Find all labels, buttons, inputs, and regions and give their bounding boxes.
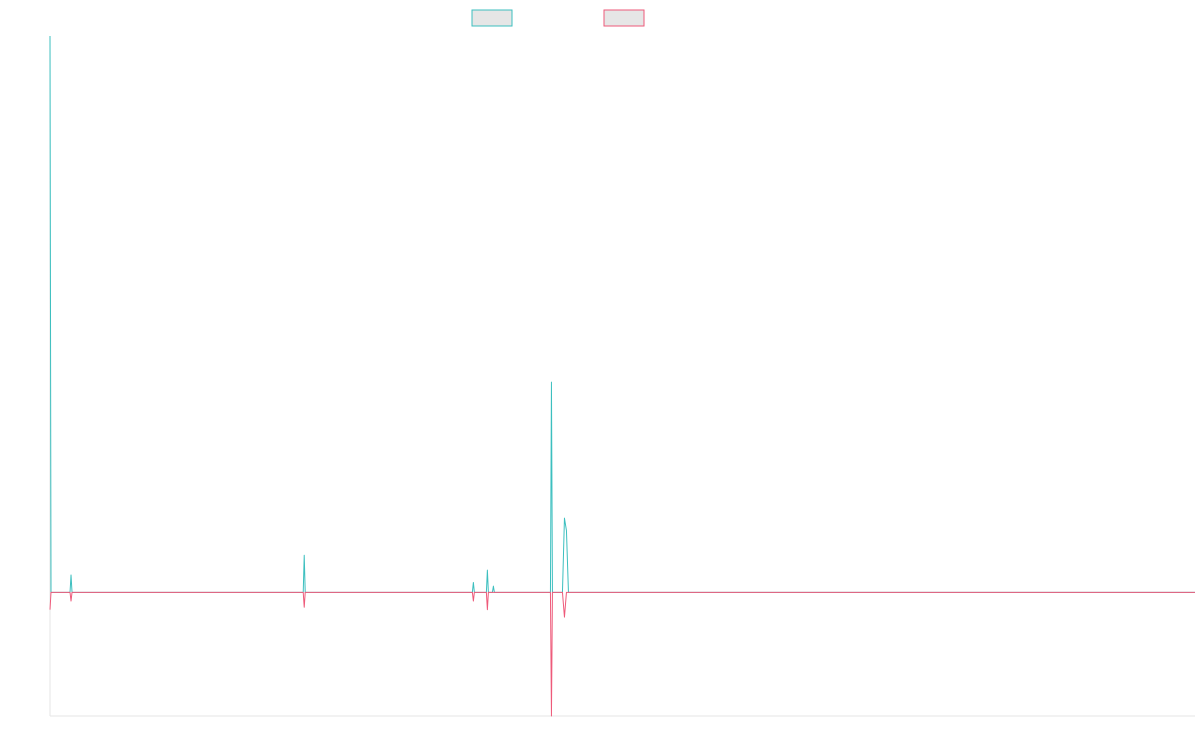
plot-area [49,35,1195,717]
series-layer [49,35,1195,717]
legend-swatch-series-2[interactable] [603,9,645,27]
series-line-1 [49,35,1195,593]
legend[interactable] [471,9,645,27]
series-line-2 [49,591,1195,717]
legend-swatch-series-1[interactable] [471,9,513,27]
